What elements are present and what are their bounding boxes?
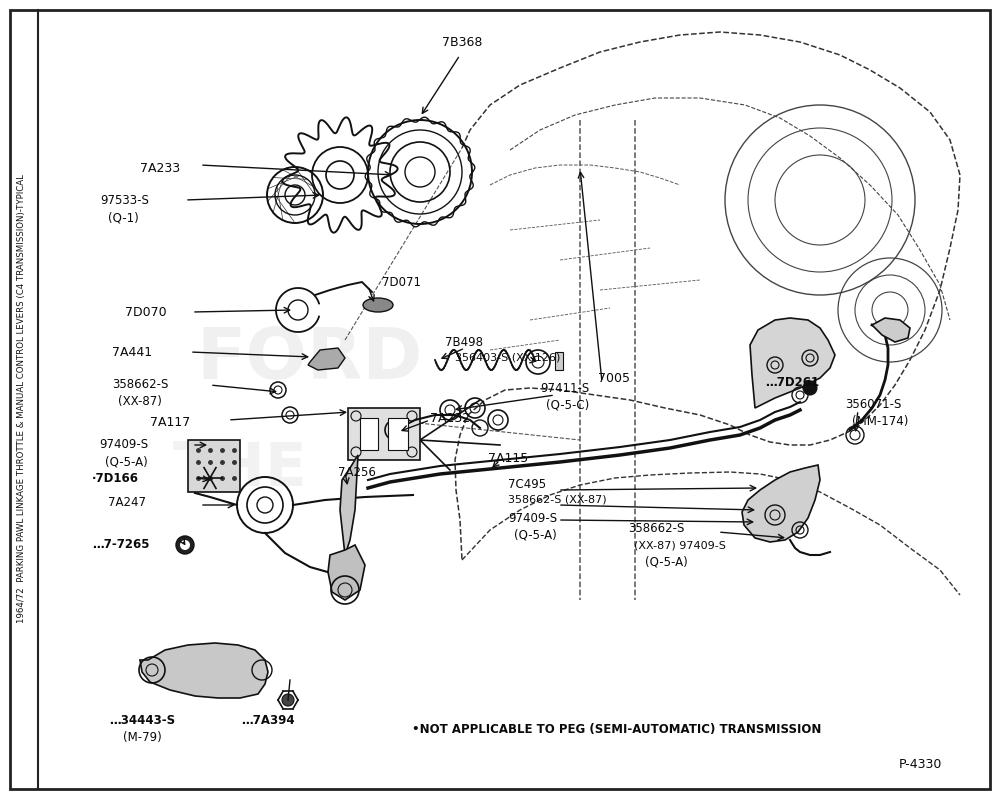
Circle shape [176,536,194,554]
Text: …7D261: …7D261 [765,376,819,388]
Polygon shape [140,643,268,698]
Text: 7A247: 7A247 [108,495,146,508]
Text: 358662-S: 358662-S [628,522,684,535]
Polygon shape [742,465,820,542]
Ellipse shape [363,298,393,312]
Bar [388,418,408,450]
Text: 7A232: 7A232 [430,411,470,424]
Text: (XX-87): (XX-87) [118,396,162,408]
Text: 7A115: 7A115 [488,451,528,464]
Text: (XX-87) 97409-S: (XX-87) 97409-S [634,540,726,550]
Text: 97533-S: 97533-S [100,193,149,206]
Text: •NOT APPLICABLE TO PEG (SEMI-AUTOMATIC) TRANSMISSION: •NOT APPLICABLE TO PEG (SEMI-AUTOMATIC) … [412,724,821,737]
Text: (Q-5-A): (Q-5-A) [514,528,557,542]
Text: (Q-5-A): (Q-5-A) [645,555,688,569]
Polygon shape [308,348,345,370]
Bar [555,352,563,370]
Text: (Q-5-C): (Q-5-C) [546,399,589,411]
Text: THE: THE [173,439,307,499]
Text: FORD: FORD [197,324,423,393]
Polygon shape [872,318,910,342]
Bar [188,440,240,492]
Text: 7D070: 7D070 [125,305,167,319]
Circle shape [803,381,817,395]
Polygon shape [328,545,365,600]
Text: 358662-S (XX-87): 358662-S (XX-87) [508,495,607,505]
Text: …34443-S: …34443-S [109,714,175,726]
Text: (M-79): (M-79) [123,732,161,745]
Text: …7A394: …7A394 [241,714,295,726]
Text: 97409-S: 97409-S [99,439,148,451]
Polygon shape [340,455,358,555]
Text: (MM-174): (MM-174) [852,415,908,428]
Text: 97409-S: 97409-S [508,511,557,524]
Text: 97411-S: 97411-S [540,381,589,395]
Text: …7-7265: …7-7265 [92,539,150,551]
Text: 7A441: 7A441 [112,345,152,359]
Text: 1964/72  PARKING PAWL LINKAGE THROTTLE & MANUAL CONTROL LEVERS (C4 TRANSMISSION): 1964/72 PARKING PAWL LINKAGE THROTTLE & … [17,174,27,623]
Text: 356403-S (XX-126): 356403-S (XX-126) [455,353,560,363]
Text: P-4330: P-4330 [898,758,942,772]
Text: 7D071: 7D071 [382,276,421,288]
Text: 7A233: 7A233 [140,161,180,174]
Text: 7B498: 7B498 [445,336,483,348]
Text: 7005: 7005 [598,372,630,384]
Text: 7B368: 7B368 [442,35,482,49]
Text: ⋅7D166: ⋅7D166 [92,471,139,484]
Text: 7A117: 7A117 [150,415,190,428]
Text: (Q-1): (Q-1) [108,212,139,225]
Text: 358662-S: 358662-S [112,379,168,392]
Circle shape [180,540,190,550]
Bar [360,418,378,450]
Text: 7C495: 7C495 [508,479,546,491]
Bar [348,408,420,460]
Polygon shape [750,318,835,408]
Circle shape [282,694,294,706]
Text: 356071-S: 356071-S [845,399,901,411]
Text: 7A256: 7A256 [338,466,376,479]
Text: (Q-5-A): (Q-5-A) [105,455,148,468]
